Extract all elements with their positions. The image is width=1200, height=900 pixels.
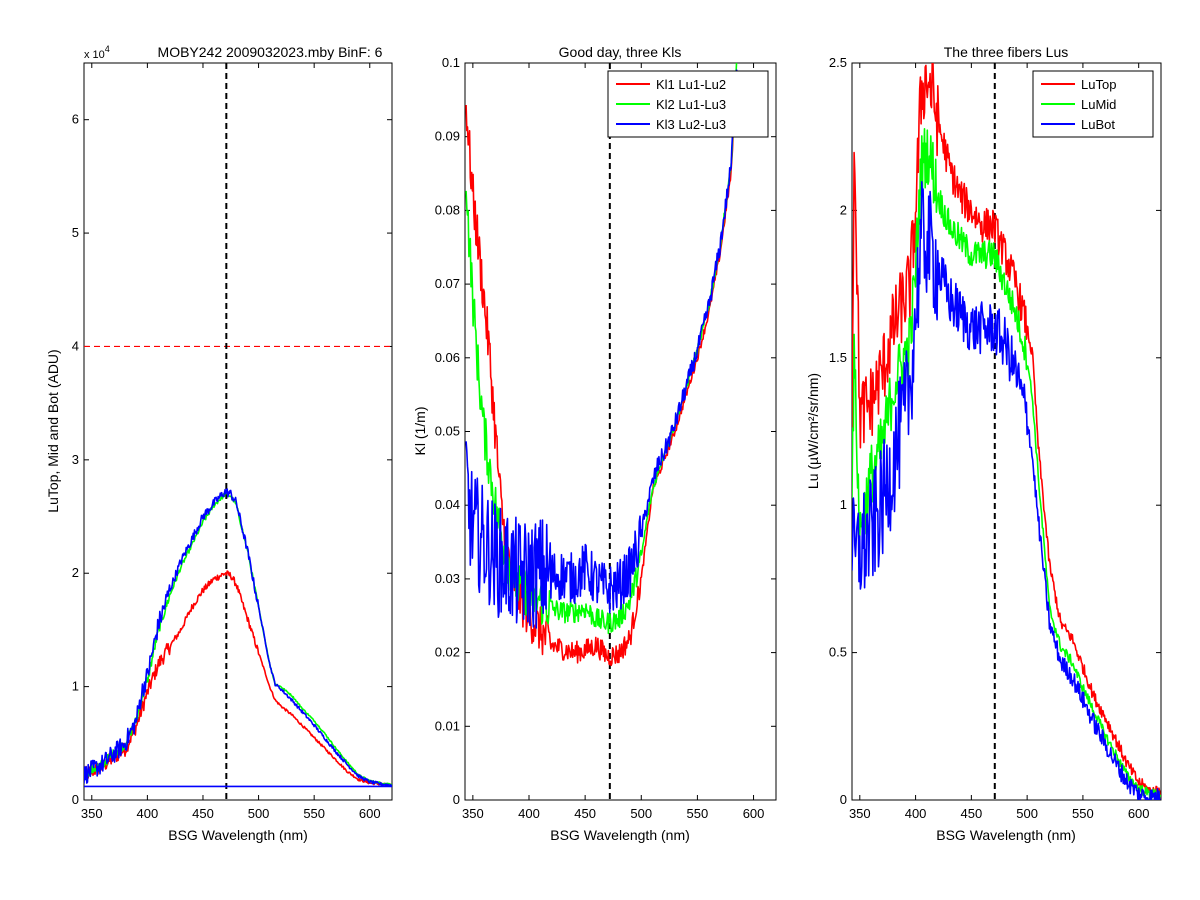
y-tick-label: 0.02 — [435, 645, 460, 660]
legend-label: Kl1 Lu1-Lu2 — [656, 77, 726, 92]
legend-label: LuBot — [1081, 117, 1115, 132]
x-axis-label: BSG Wavelength (nm) — [168, 827, 308, 843]
y-axis-label: Lu (µW/cm²/sr/nm) — [805, 373, 821, 489]
y-tick-label: 0.01 — [435, 718, 460, 733]
plot-area-frame — [83, 62, 393, 801]
y-tick-label: 0.09 — [435, 129, 460, 144]
legend-label: Kl2 Lu1-Lu3 — [656, 97, 726, 112]
exponent-label: x 104 — [84, 44, 110, 61]
legend: LuTop LuMid LuBot — [1032, 70, 1154, 138]
series-line-trace-2 — [84, 488, 392, 788]
x-axis-label: BSG Wavelength (nm) — [936, 827, 1076, 843]
x-axis-label: BSG Wavelength (nm) — [550, 827, 690, 843]
series-line-trace-0 — [84, 570, 392, 787]
x-tick-label: 550 — [1072, 806, 1094, 821]
chart-panel-lu-adu: 350 400 450 500 550 600 0 1 2 3 4 5 6 x 104 MOBY242 … — [45, 44, 393, 843]
x-tick-label: 400 — [905, 806, 927, 821]
plot-area-frame — [464, 62, 777, 801]
y-tick-label: 2 — [840, 202, 847, 217]
y-tick-label: 0.04 — [435, 497, 460, 512]
series-lines — [84, 488, 392, 788]
chart-panel-lu-fibers: 350 400 450 500 550 600 0 0.5 1 1.5 2 2.5 LuTop LuMi… — [805, 44, 1162, 843]
chart-panel-kl: 350 400 450 500 550 600 0 0.01 0.02 0.03 0.04 0.05 0… — [412, 44, 777, 843]
legend-label: Kl3 Lu2-Lu3 — [656, 117, 726, 132]
legend-label: LuMid — [1081, 97, 1116, 112]
y-tick-label: 0 — [72, 792, 79, 807]
legend: Kl1 Lu1-Lu2 Kl2 Lu1-Lu3 Kl3 Lu2-Lu3 — [607, 70, 769, 138]
y-tick-label: 1.5 — [829, 350, 847, 365]
series-lines — [852, 63, 1161, 800]
chart-title: MOBY242 2009032023.mby BinF: 6 — [158, 44, 383, 60]
y-tick-label: 6 — [72, 112, 79, 127]
x-tick-label: 350 — [849, 806, 871, 821]
x-tick-label: 400 — [518, 806, 540, 821]
y-tick-label: 0.1 — [442, 55, 460, 70]
axes-ticks: 350 400 450 500 550 600 0 1 2 3 4 5 6 — [72, 63, 392, 821]
x-tick-label: 450 — [192, 806, 214, 821]
series-line-lubot — [852, 181, 1161, 800]
y-tick-label: 0 — [840, 792, 847, 807]
series-line-lutop — [852, 63, 1161, 798]
x-tick-label: 450 — [574, 806, 596, 821]
series-line-kl3-lu2-lu3 — [465, 69, 738, 629]
chart-title: Good day, three Kls — [559, 44, 682, 60]
y-tick-label: 1 — [840, 497, 847, 512]
x-tick-label: 500 — [248, 806, 270, 821]
x-tick-label: 550 — [303, 806, 325, 821]
x-tick-label: 500 — [1016, 806, 1038, 821]
y-tick-label: 2 — [72, 565, 79, 580]
x-tick-label: 350 — [462, 806, 484, 821]
x-tick-label: 600 — [359, 806, 381, 821]
x-tick-label: 350 — [81, 806, 103, 821]
y-tick-label: 3 — [72, 452, 79, 467]
reference-lines — [84, 63, 392, 800]
y-axis-label: LuTop, Mid and Bot (ADU) — [45, 349, 61, 512]
legend-label: LuTop — [1081, 77, 1116, 92]
y-tick-label: 0.03 — [435, 571, 460, 586]
y-tick-label: 0.06 — [435, 350, 460, 365]
y-tick-label: 0 — [453, 792, 460, 807]
x-tick-label: 400 — [137, 806, 159, 821]
x-tick-label: 600 — [1128, 806, 1150, 821]
y-tick-label: 4 — [72, 338, 79, 353]
series-line-lumid — [852, 128, 1161, 800]
x-tick-label: 550 — [687, 806, 709, 821]
axes-ticks: 350 400 450 500 550 600 0 0.01 0.02 0.03 0.04 0.05 0… — [435, 55, 776, 821]
y-tick-label: 2.5 — [829, 55, 847, 70]
y-tick-label: 0.5 — [829, 645, 847, 660]
x-tick-label: 600 — [743, 806, 765, 821]
chart-title: The three fibers Lus — [944, 44, 1069, 60]
y-tick-label: 0.08 — [435, 202, 460, 217]
y-tick-label: 5 — [72, 225, 79, 240]
x-tick-label: 500 — [630, 806, 652, 821]
y-tick-label: 0.05 — [435, 424, 460, 439]
x-tick-label: 450 — [961, 806, 983, 821]
y-tick-label: 1 — [72, 679, 79, 694]
series-lines — [465, 63, 738, 667]
plot-area-frame — [851, 62, 1162, 801]
y-axis-label: Kl (1/m) — [412, 407, 428, 456]
y-tick-label: 0.07 — [435, 276, 460, 291]
